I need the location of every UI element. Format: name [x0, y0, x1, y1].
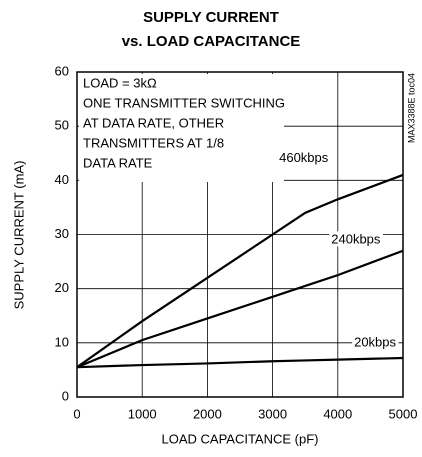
x-tick-label: 5000 — [389, 406, 418, 421]
x-tick-label: 1000 — [128, 406, 157, 421]
x-tick-label: 2000 — [193, 406, 222, 421]
annotation: DATA RATE — [83, 155, 153, 170]
x-tick-label: 3000 — [258, 406, 287, 421]
series-line — [76, 173, 404, 369]
plot-frame — [76, 71, 404, 398]
y-tick-label: 50 — [55, 118, 69, 133]
series-label-background — [329, 231, 383, 247]
series-label: 20kbps — [354, 334, 396, 349]
x-axis-label: LOAD CAPACITANCE (pF) — [162, 431, 319, 446]
y-tick-label: 20 — [55, 280, 69, 295]
series-label: 240kbps — [331, 231, 381, 246]
annotation: AT DATA RATE, OTHER — [83, 115, 224, 130]
series-label: 460kbps — [279, 150, 329, 165]
annotation: LOAD = 3kΩ — [83, 75, 157, 90]
series-label-background — [277, 150, 331, 166]
chart-title: vs. LOAD CAPACITANCE — [122, 33, 301, 50]
side-note: MAX3388E toc04 — [406, 73, 416, 143]
y-tick-label: 30 — [55, 226, 69, 241]
y-tick-label: 40 — [55, 172, 69, 187]
series-line — [76, 249, 404, 369]
chart-title: SUPPLY CURRENT — [143, 9, 279, 26]
x-tick-label: 4000 — [323, 406, 352, 421]
series-line — [76, 356, 404, 369]
y-tick-label: 0 — [62, 388, 69, 403]
annotation: ONE TRANSMITTER SWITCHING — [83, 95, 285, 110]
y-axis-label: SUPPLY CURRENT (mA) — [11, 161, 26, 310]
y-tick-label: 60 — [55, 63, 69, 78]
x-tick-label: 0 — [73, 406, 80, 421]
y-tick-label: 10 — [55, 334, 69, 349]
annotation-background — [79, 74, 284, 182]
series-label-background — [352, 334, 399, 350]
annotation: TRANSMITTERS AT 1/8 — [83, 135, 224, 150]
